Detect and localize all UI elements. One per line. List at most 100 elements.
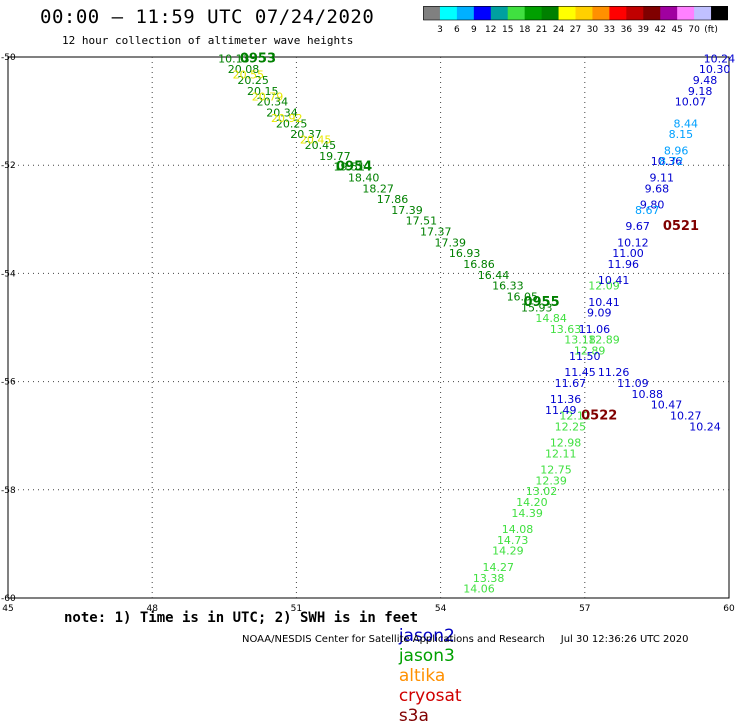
wave-height-point: 8.72 — [659, 155, 684, 168]
wave-height-point: 17.39 — [434, 236, 466, 249]
wave-height-point: 13.38 — [473, 572, 505, 585]
x-tick-label: 48 — [146, 604, 158, 614]
wave-height-point: 10.41 — [598, 274, 630, 287]
wave-height-point: 14.27 — [483, 561, 515, 574]
wave-height-point: 9.80 — [640, 198, 665, 211]
legend-item-jason2: jason2 — [398, 626, 455, 646]
colorbar-label: 30 — [587, 25, 599, 34]
wave-height-point: 16.86 — [463, 258, 495, 271]
colorbar-swatch — [643, 6, 661, 20]
wave-height-point: 14.39 — [511, 507, 543, 520]
wave-height-point: 12.75 — [540, 464, 572, 477]
wave-height-point: 11.67 — [555, 377, 587, 390]
wave-height-point: 10.07 — [675, 96, 707, 109]
wave-height-point: 11.49 — [545, 404, 577, 417]
wave-height-point: 10.41 — [588, 296, 620, 309]
colorbar-swatch — [609, 6, 627, 20]
legend-item-altika: altika — [398, 666, 446, 686]
colorbar-swatch — [711, 6, 728, 20]
colorbar-swatch — [694, 6, 712, 20]
colorbar-label: 12 — [485, 25, 496, 34]
wave-height-point: 10.30 — [699, 63, 731, 76]
wave-height-point: 16.33 — [492, 280, 524, 293]
colorbar-label: 3 — [437, 25, 443, 34]
wave-height-point: 10.12 — [617, 236, 649, 249]
wave-height-point: 12.98 — [550, 437, 582, 450]
wave-height-point: 18.40 — [348, 171, 380, 184]
y-tick-label: -56 — [1, 378, 16, 388]
colorbar-swatch — [626, 6, 644, 20]
legend-item-s3a: s3a — [398, 706, 429, 726]
wave-height-point: 19.77 — [319, 150, 351, 163]
footnote: note: 1) Time is in UTC; 2) SWH is in fe… — [64, 610, 419, 626]
wave-height-point: 10.24 — [704, 52, 736, 65]
wave-height-point: 9.67 — [625, 220, 650, 233]
wave-height-point: 11.96 — [608, 258, 640, 271]
colorbar-swatch — [524, 6, 543, 20]
x-tick-label: 45 — [2, 604, 13, 614]
wave-height-point: 20.15 — [247, 85, 279, 98]
plot-frame — [7, 56, 730, 599]
colorbar-label: 33 — [604, 25, 615, 34]
wave-height-point: 9.68 — [645, 182, 670, 195]
wave-height-point: 14.20 — [516, 496, 548, 509]
wave-height-point: 13.63 — [550, 323, 582, 336]
pass-time-label: 0955 — [523, 295, 559, 310]
wave-height-point: 8.96 — [664, 144, 689, 157]
wave-height-point: 9.48 — [693, 74, 718, 87]
colorbar-swatch — [507, 6, 526, 20]
wave-height-point: 12.11 — [545, 447, 577, 460]
colorbar-label: 6 — [454, 25, 460, 34]
wave-height-point: 11.45 — [564, 366, 596, 379]
colorbar-swatch — [473, 6, 492, 20]
colorbar-swatch — [575, 6, 593, 20]
y-tick-label: -54 — [1, 269, 16, 279]
wave-height-point: 14.08 — [502, 523, 534, 536]
wave-height-point: 10.47 — [651, 399, 683, 412]
legend-item-jason3: jason3 — [398, 646, 455, 666]
wave-height-point: 13.18 — [564, 334, 596, 347]
wave-height-point: 11.50 — [569, 350, 601, 363]
colorbar-swatch — [423, 6, 441, 20]
wave-height-point: 13.02 — [526, 485, 558, 498]
wave-height-point: 20.45 — [300, 134, 332, 147]
wave-height-point: 10.13 — [218, 52, 250, 65]
colorbar-swatch — [660, 6, 678, 20]
wave-height-point: 12.89 — [574, 345, 606, 358]
y-tick-label: -60 — [1, 594, 16, 604]
x-tick-label: 60 — [723, 604, 735, 614]
colorbar-label: 21 — [536, 25, 547, 34]
wave-height-point: 8.44 — [673, 117, 698, 130]
chart-subtitle: 12 hour collection of altimeter wave hei… — [62, 34, 354, 47]
wave-height-point: 14.06 — [463, 583, 495, 596]
colorbar-swatch — [558, 6, 576, 20]
wave-height-point: 14.29 — [492, 545, 524, 558]
colorbar-swatch — [592, 6, 610, 20]
colorbar-label: 18 — [519, 25, 531, 34]
wave-height-point: 9.18 — [688, 85, 713, 98]
wave-height-point: 20.08 — [228, 63, 260, 76]
wave-height-point: 17.51 — [406, 215, 438, 228]
wave-height-point: 20.25 — [276, 117, 308, 130]
colorbar-label: 39 — [638, 25, 650, 34]
wave-height-point: 20.34 — [266, 107, 298, 120]
wave-height-point: 20.34 — [257, 96, 289, 109]
colorbar-label: 45 — [671, 25, 682, 34]
colorbar-label: 9 — [471, 25, 477, 34]
wave-height-point: 12.25 — [555, 420, 587, 433]
wave-height-point: 20.25 — [237, 74, 269, 87]
colorbar-label: (ft) — [704, 25, 718, 34]
wave-height-point: 9.11 — [649, 171, 674, 184]
wave-height-point: 16.05 — [507, 290, 539, 303]
y-tick-label: -50 — [1, 53, 16, 63]
wave-height-point: 12.09 — [588, 280, 620, 293]
wave-height-point: 9.09 — [587, 307, 612, 320]
pass-time-label: 0521 — [663, 219, 699, 234]
wave-height-point: 20.45 — [305, 139, 337, 152]
color-scale-bar: 3 6 9 12 15 18 21 24 27 30 33 36 39 42 45 70 (ft) — [423, 6, 728, 34]
satellite-legend: jason2 jason3 altika cryosat s3a — [388, 606, 473, 726]
wave-height-point: 11.36 — [550, 393, 582, 406]
colorbar-swatch — [490, 6, 509, 20]
wave-height-point: 17.86 — [377, 193, 409, 206]
wave-height-point: 12.39 — [535, 474, 567, 487]
